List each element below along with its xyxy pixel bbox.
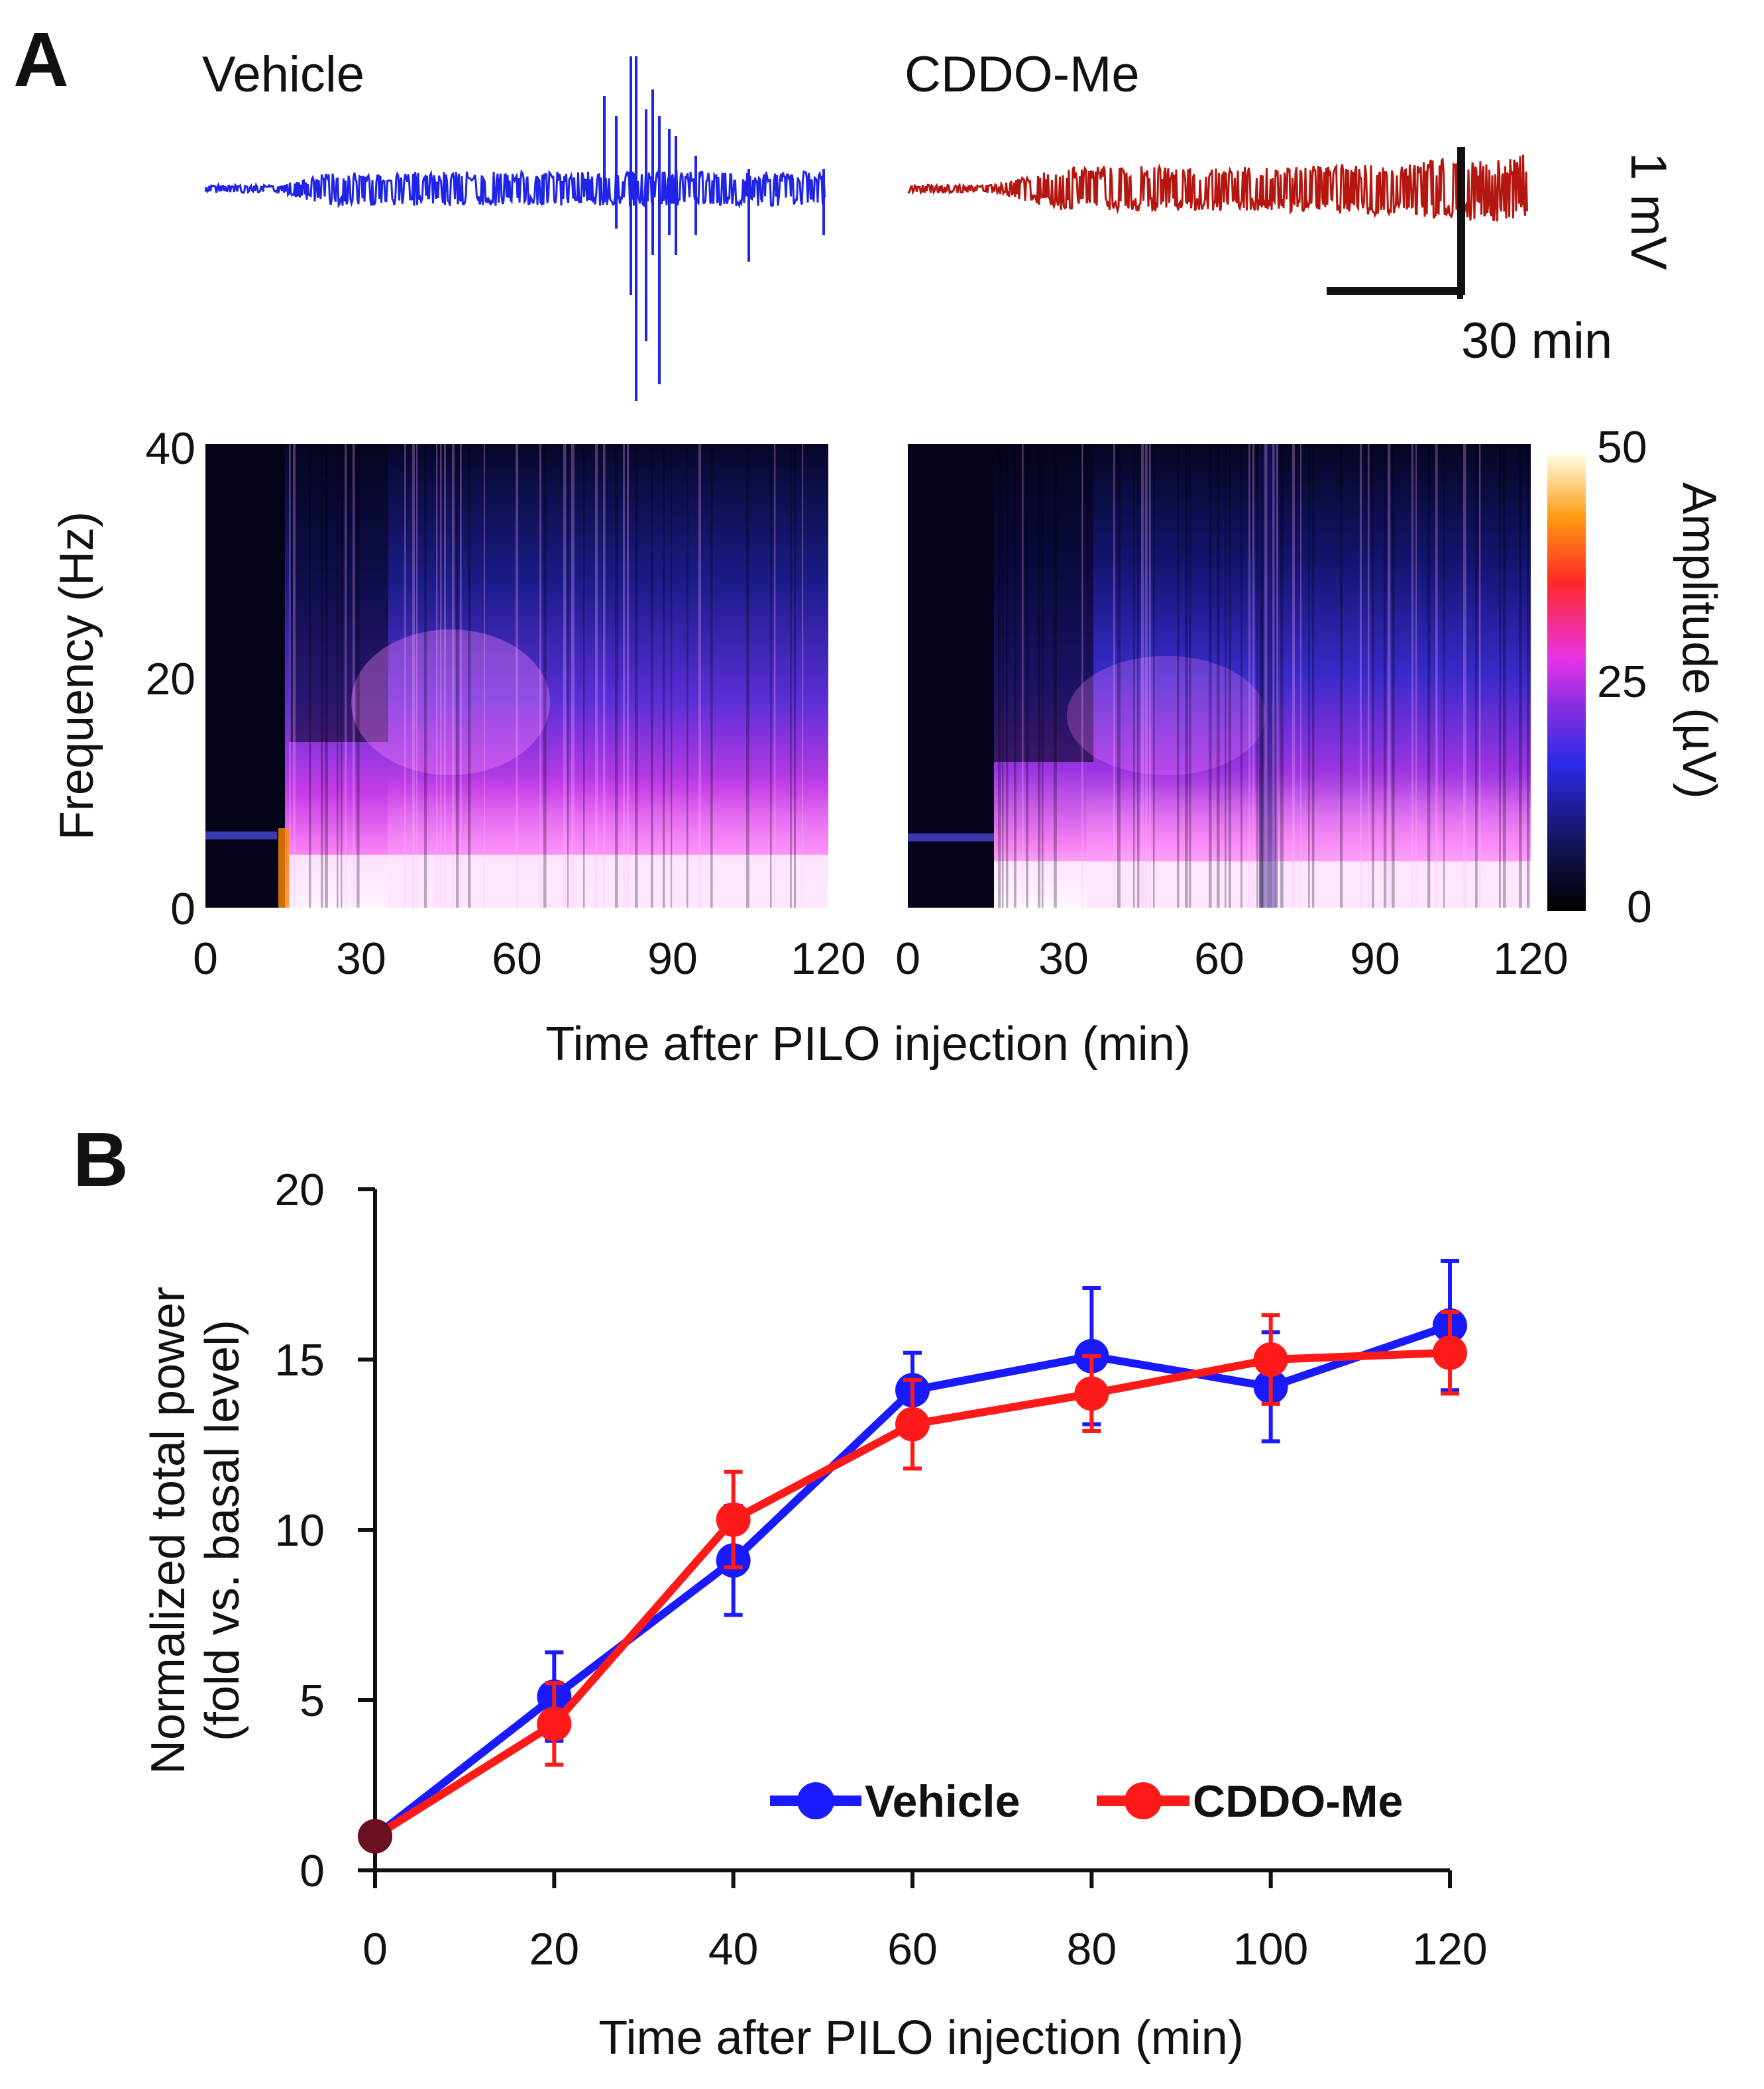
chart-legend: Vehicle CDDO-Me: [770, 1776, 1403, 1827]
cddo-spec-x-tick-0: 0: [895, 934, 920, 984]
cddo-me-point-80: [1074, 1376, 1109, 1411]
vehicle-spec-x-tick-60: 60: [492, 934, 542, 984]
chart-x-tick-40: 40: [708, 1924, 759, 1974]
series-cddo-me: [358, 1310, 1467, 1854]
cddo-me-point-20: [537, 1706, 572, 1741]
chart-x-tick-60: 60: [887, 1924, 938, 1974]
amplitude-colorbar: [1547, 454, 1586, 911]
vehicle-spectrogram: [205, 444, 828, 908]
vehicle-eeg-trace: [204, 56, 826, 401]
cddo-spec-x-tick-30: 30: [1038, 934, 1089, 984]
scale-bar: [1327, 147, 1465, 299]
colorbar-tick-50: 50: [1597, 422, 1647, 472]
chart-x-tick-20: 20: [529, 1924, 580, 1974]
cddo-spec-x-tick-60: 60: [1194, 934, 1244, 984]
chart-y-tick-5: 5: [300, 1676, 325, 1726]
chart-x-tick-120: 120: [1412, 1924, 1487, 1974]
colorbar-tick-25: 25: [1597, 657, 1647, 707]
panel-b-letter: B: [73, 1116, 129, 1203]
cddo-spectrogram: [908, 444, 1531, 908]
scale-bar-amplitude-label: 1 mV: [1620, 152, 1677, 270]
vehicle-spec-x-tick-0: 0: [193, 934, 218, 984]
origin-overlap-point: [358, 1819, 392, 1854]
chart-y-tick-10: 10: [274, 1505, 325, 1556]
chart-x-tick-0: 0: [362, 1924, 388, 1974]
series-vehicle: [358, 1258, 1467, 1854]
spec-y-tick-20: 20: [145, 654, 195, 704]
line-chart-axes: [373, 1189, 1450, 1872]
legend-vehicle-marker: [797, 1782, 834, 1819]
legend-cddo-label: CDDO-Me: [1193, 1776, 1403, 1827]
vehicle-spec-x-tick-90: 90: [647, 934, 698, 984]
panel-a-letter: A: [13, 17, 69, 103]
chart-y-tick-0: 0: [300, 1846, 325, 1896]
spec-y-tick-0: 0: [170, 884, 195, 934]
colorbar-tick-0: 0: [1627, 882, 1652, 932]
spec-y-axis-title: Frequency (Hz): [50, 511, 103, 840]
vehicle-spec-x-tick-30: 30: [336, 934, 386, 984]
chart-x-tick-80: 80: [1067, 1924, 1117, 1974]
cddo-eeg-trace: [907, 154, 1528, 222]
chart-y-tick-20: 20: [274, 1165, 325, 1215]
chart-y-axis-title-line1: Normalized total power: [142, 1287, 195, 1774]
cddo-trace-title: CDDO-Me: [905, 46, 1140, 103]
spec-x-axis-title: Time after PILO injection (min): [545, 1018, 1191, 1071]
chart-y-axis-title-line2: (fold vs. basal level): [196, 1320, 249, 1741]
chart-x-axis-title: Time after PILO injection (min): [598, 2011, 1244, 2064]
cddo-me-point-40: [716, 1502, 751, 1537]
legend-vehicle-label: Vehicle: [865, 1776, 1020, 1827]
vehicle-trace-title: Vehicle: [202, 46, 364, 103]
scale-bar-time-label: 30 min: [1461, 313, 1612, 369]
chart-x-tick-100: 100: [1233, 1924, 1308, 1974]
spec-y-tick-40: 40: [145, 423, 195, 474]
legend-cddo-marker: [1125, 1782, 1162, 1819]
chart-y-tick-15: 15: [274, 1335, 325, 1385]
cddo-me-point-120: [1433, 1335, 1467, 1370]
vehicle-spec-x-tick-120: 120: [791, 934, 865, 984]
cddo-spec-x-tick-90: 90: [1350, 934, 1400, 984]
cddo-me-point-100: [1253, 1342, 1288, 1377]
colorbar-title: Amplitude (µV): [1673, 482, 1726, 799]
cddo-me-point-60: [895, 1407, 930, 1442]
cddo-spec-x-tick-120: 120: [1493, 934, 1568, 984]
